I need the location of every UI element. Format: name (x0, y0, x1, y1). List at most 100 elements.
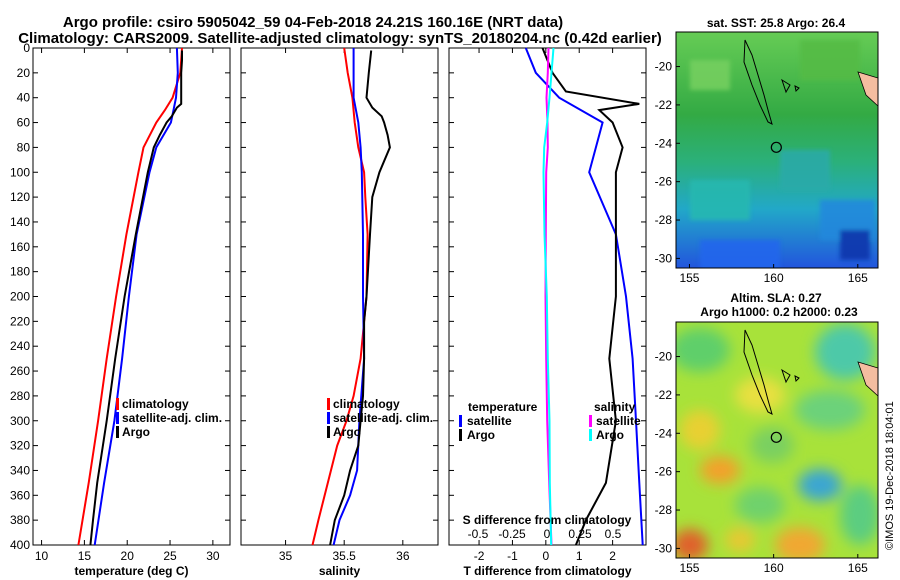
legend-label: satellite-adj. clim. (333, 411, 433, 425)
y-tick-label: 120 (10, 190, 30, 204)
series-line-s-argo (542, 47, 555, 546)
legend-label: Argo (596, 428, 624, 442)
legend-swatch (327, 412, 330, 424)
credit-label: ©IMOS 19-Dec-2018 18:04:01 (884, 401, 896, 550)
map-y-tick-label: -28 (655, 213, 673, 227)
series-line-satellite-adj-clim- (93, 47, 179, 546)
legend-swatch (327, 398, 330, 410)
x-axis-label: temperature (deg C) (74, 564, 188, 578)
sst-map: sat. SST: 25.8 Argo: 26.4 155 160 165 -20 -2… (655, 16, 879, 285)
sla-map: Altim. SLA: 0.27 Argo h1000: 0.2 h2000: … (655, 291, 879, 575)
x-axis-label: salinity (319, 564, 361, 578)
y-tick-label: 80 (17, 140, 31, 154)
legend-swatch (116, 426, 119, 438)
difference-panel: -2 -1 0 1 2T difference from climatology temp… (448, 47, 647, 578)
x-tick-label: 36 (396, 549, 410, 563)
y-tick-label: 40 (17, 91, 31, 105)
x-tick-label: 1 (576, 549, 583, 563)
sla-land (857, 361, 878, 397)
sst-map-frame (675, 31, 879, 269)
series-line-t-satellite (524, 47, 644, 546)
x-tick-label: 2 (609, 549, 616, 563)
top-tick-label: -0.5 (468, 527, 489, 541)
map-x-tick-label: 165 (848, 561, 868, 575)
x-tick-label: 20 (121, 549, 135, 563)
legend-label: Argo (467, 428, 495, 442)
y-tick-label: 320 (10, 439, 30, 453)
sla-coastline (743, 329, 773, 415)
x-tick-label: 35 (279, 549, 293, 563)
series-line-satellite-adj-clim- (332, 48, 366, 546)
map-x-tick-label: 160 (764, 271, 784, 285)
sla-coastline-2 (781, 368, 800, 384)
map-y-tick-label: -26 (655, 175, 673, 189)
map-x-tick-label: 155 (679, 561, 699, 575)
map-y-tick-label: -26 (655, 465, 673, 479)
title-line2: Climatology: CARS2009. Satellite-adjuste… (18, 30, 662, 47)
top-tick-label: 0.25 (568, 527, 592, 541)
x-tick-label: 15 (78, 549, 92, 563)
y-tick-label: 0 (23, 41, 30, 55)
legend-label: satellite (467, 414, 512, 428)
map-y-tick-label: -20 (655, 60, 673, 74)
legend-swatch (459, 415, 462, 427)
y-tick-label: 340 (10, 463, 30, 477)
sla-map-subtitle: Argo h1000: 0.2 h2000: 0.23 (700, 305, 858, 319)
plot-frame (32, 47, 231, 546)
sst-land (857, 71, 878, 107)
legend-swatch (589, 415, 592, 427)
legend-label: climatology (122, 397, 189, 411)
map-x-tick-label: 165 (848, 271, 868, 285)
x-tick-label: 35.5 (333, 549, 357, 563)
sla-float-marker (770, 431, 782, 443)
legend-label: satellite-adj. clim. (122, 411, 222, 425)
series-line-t-argo (541, 47, 640, 546)
legend-label: Argo (333, 425, 361, 439)
x-tick-label: 0 (542, 549, 549, 563)
top-axis-label: S difference from climatology (463, 513, 632, 527)
sla-map-frame (675, 321, 879, 559)
series-line-s-satellite (544, 47, 553, 546)
y-tick-label: 260 (10, 364, 30, 378)
y-tick-label: 160 (10, 240, 30, 254)
legend-label: climatology (333, 397, 400, 411)
y-tick-label: 280 (10, 389, 30, 403)
map-x-tick-label: 160 (764, 561, 784, 575)
temperature-panel: 10 15 20 25 30020406080100120140160180200220… (10, 41, 231, 578)
y-tick-label: 400 (10, 538, 30, 552)
map-y-tick-label: -22 (655, 98, 673, 112)
map-y-tick-label: -24 (655, 136, 673, 150)
y-tick-label: 300 (10, 414, 30, 428)
legend-label: satellite (596, 414, 641, 428)
title-line1: Argo profile: csiro 5905042_59 04-Feb-20… (63, 14, 563, 31)
top-tick-label: 0 (544, 527, 551, 541)
map-x-tick-label: 155 (679, 271, 699, 285)
sst-field-patches (690, 40, 875, 268)
y-tick-label: 60 (17, 116, 31, 130)
y-tick-label: 180 (10, 265, 30, 279)
legend-swatch (116, 412, 119, 424)
top-tick-label: 0.5 (605, 527, 622, 541)
y-tick-label: 360 (10, 488, 30, 502)
legend-swatch (459, 429, 462, 441)
y-tick-label: 200 (10, 290, 30, 304)
sla-map-title: Altim. SLA: 0.27 (730, 291, 822, 305)
series-line-argo (89, 50, 183, 546)
sst-coastline (743, 39, 773, 125)
map-y-tick-label: -30 (655, 251, 673, 265)
map-y-tick-label: -28 (655, 503, 673, 517)
legend-swatch (589, 429, 592, 441)
sst-coastline-2 (781, 78, 800, 94)
series-line-argo (329, 50, 391, 546)
y-tick-label: 240 (10, 339, 30, 353)
y-tick-label: 380 (10, 513, 30, 527)
series-line-climatology (77, 47, 183, 546)
map-y-tick-label: -22 (655, 388, 673, 402)
x-tick-label: 10 (35, 549, 49, 563)
x-tick-label: 25 (163, 549, 177, 563)
sst-float-marker (770, 141, 782, 153)
legend-swatch (116, 398, 119, 410)
sla-field-blobs (676, 324, 878, 558)
x-tick-label: 30 (206, 549, 220, 563)
